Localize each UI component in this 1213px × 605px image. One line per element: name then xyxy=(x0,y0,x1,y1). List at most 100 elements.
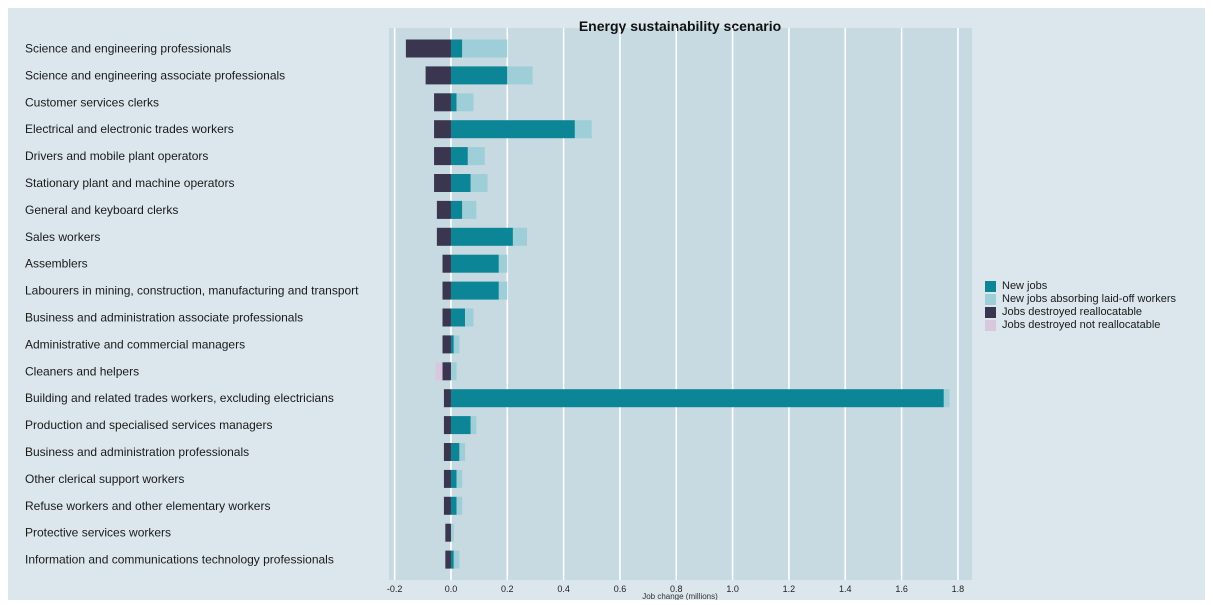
bar-segment xyxy=(450,39,463,58)
category-label: Refuse workers and other elementary work… xyxy=(25,499,270,513)
bar-segment xyxy=(470,416,477,435)
bar-segment xyxy=(574,120,592,139)
category-label: Production and specialised services mana… xyxy=(25,418,272,432)
bar-segment xyxy=(450,93,457,112)
category-label: Cleaners and helpers xyxy=(25,364,139,378)
bar-segment xyxy=(434,120,451,139)
bar-segment xyxy=(450,443,460,461)
chart-svg: Energy sustainability scenario Science a… xyxy=(25,18,972,600)
category-label: Business and administration professional… xyxy=(25,445,249,459)
bar-segment xyxy=(462,200,477,219)
category-label: Electrical and electronic trades workers xyxy=(25,122,234,136)
legend-label: New jobs xyxy=(1002,280,1048,292)
category-label: Administrative and commercial managers xyxy=(25,337,245,351)
legend-swatch xyxy=(985,320,996,331)
x-tick-label: 0.0 xyxy=(445,584,458,594)
x-tick-label: 1.2 xyxy=(783,584,796,594)
category-label: Protective services workers xyxy=(25,526,171,540)
bar-segment xyxy=(450,120,575,139)
legend-item: Jobs destroyed reallocatable xyxy=(985,306,1176,319)
category-label: Sales workers xyxy=(25,230,100,244)
bar-segment xyxy=(450,147,468,166)
category-labels: Science and engineering professionals Sci… xyxy=(25,42,359,567)
bar-segment xyxy=(459,443,466,461)
x-tick-label: 0.8 xyxy=(670,584,683,594)
category-label: Assemblers xyxy=(25,257,88,271)
category-label: Drivers and mobile plant operators xyxy=(25,149,208,163)
bar-segment xyxy=(450,200,463,219)
bar-segment xyxy=(434,174,451,192)
x-tick-label: 1.6 xyxy=(895,584,908,594)
bar-segment xyxy=(443,443,451,461)
bar-segment xyxy=(453,335,460,354)
bar-segment xyxy=(465,308,474,327)
bar-segment xyxy=(443,469,451,488)
bar-segment xyxy=(442,254,451,273)
bar-segment xyxy=(453,550,460,569)
x-tick-label: 1.0 xyxy=(726,584,739,594)
bar-segment xyxy=(498,281,508,300)
plot-area xyxy=(389,28,972,580)
category-label: Information and communications technolog… xyxy=(25,553,334,567)
x-tick-label: 0.2 xyxy=(501,584,514,594)
bar-segment xyxy=(498,254,508,273)
bar-segment xyxy=(450,416,471,435)
bar-segment xyxy=(450,496,457,515)
category-label: Building and related trades workers, exc… xyxy=(25,391,334,405)
bar-segment xyxy=(425,66,451,85)
bar-segment xyxy=(435,362,443,381)
bar-segment xyxy=(456,496,463,515)
category-label: Science and engineering professionals xyxy=(25,42,231,56)
category-label: Labourers in mining, construction, manuf… xyxy=(25,284,359,298)
bar-segment xyxy=(443,416,451,435)
category-label: General and keyboard clerks xyxy=(25,203,178,217)
category-label: Customer services clerks xyxy=(25,95,159,109)
legend-swatch xyxy=(985,307,996,318)
bar-segment xyxy=(405,39,451,58)
bar-segment xyxy=(450,227,513,246)
legend-swatch xyxy=(985,294,996,305)
bar-segment xyxy=(456,93,474,112)
bar-segment xyxy=(445,523,451,542)
bar-segment xyxy=(450,174,471,192)
category-label: Stationary plant and machine operators xyxy=(25,176,234,190)
chart-title: Energy sustainability scenario xyxy=(579,18,781,34)
bar-segment xyxy=(443,496,451,515)
bar-segment xyxy=(467,147,485,166)
bar-segment xyxy=(512,227,528,246)
x-tick-label: 1.4 xyxy=(839,584,852,594)
x-tick-label: 0.4 xyxy=(557,584,570,594)
bar-segment xyxy=(450,469,457,488)
bar-segment xyxy=(462,39,508,58)
category-label: Science and engineering associate profes… xyxy=(25,68,285,82)
bar-segment xyxy=(443,389,451,408)
bar-segment xyxy=(450,254,499,273)
legend-label: New jobs absorbing laid-off workers xyxy=(1002,293,1177,305)
legend-item: New jobs xyxy=(985,280,1176,293)
bar-segment xyxy=(442,281,451,300)
bars xyxy=(405,39,950,569)
bar-segment xyxy=(450,308,466,327)
chart-figure: Energy sustainability scenario Science a… xyxy=(8,8,1205,600)
bar-segment xyxy=(470,174,488,192)
bar-segment xyxy=(442,362,451,381)
x-tick-label: 1.8 xyxy=(952,584,965,594)
category-label: Other clerical support workers xyxy=(25,472,184,486)
bar-segment xyxy=(450,281,499,300)
bar-segment xyxy=(442,308,451,327)
bar-segment xyxy=(436,227,451,246)
legend-label: Jobs destroyed not reallocatable xyxy=(1002,319,1161,331)
bar-segment xyxy=(450,362,457,381)
bar-segment xyxy=(434,93,451,112)
bar-segment xyxy=(450,389,944,408)
gridlines xyxy=(393,28,959,580)
bar-segment xyxy=(434,147,451,166)
x-tick-labels: -0.2 0.0 0.2 0.4 0.6 0.8 1.0 1.2 1.4 1.6 1.8 xyxy=(387,584,964,594)
x-tick-label: 0.6 xyxy=(614,584,627,594)
x-axis-label: Job change (millions) xyxy=(642,592,718,600)
bar-segment xyxy=(450,335,454,354)
bar-segment xyxy=(943,389,950,408)
bar-segment xyxy=(507,66,533,85)
x-tick-label: -0.2 xyxy=(387,584,403,594)
bar-segment xyxy=(436,200,451,219)
